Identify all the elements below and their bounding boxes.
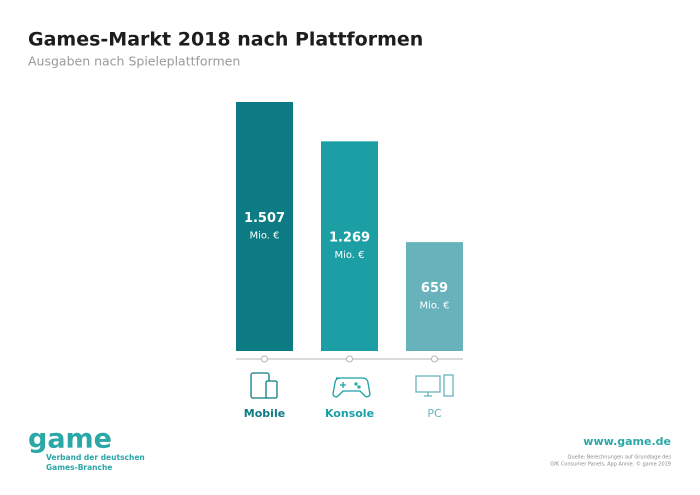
x-tick-label: PC (427, 407, 442, 420)
axis-dot (431, 355, 438, 363)
bar (406, 242, 463, 351)
bar (321, 141, 378, 351)
chart-subtitle: Ausgaben nach Spieleplattformen (28, 54, 240, 69)
console-icon (332, 377, 371, 398)
website: www.game.de (583, 435, 671, 448)
value-label: 1.269 (329, 231, 370, 246)
source: GfK Consumer Panels, App Annie. © game 2… (550, 461, 671, 468)
axis-dot (261, 355, 268, 363)
source: Quelle: Berechnungen auf Grundlage des (568, 455, 672, 461)
pc-icon (415, 374, 454, 397)
unit-label: Mio. € (334, 250, 364, 261)
bar (236, 102, 293, 351)
axis-dot (346, 355, 353, 363)
tagline: Games-Branche (46, 463, 112, 472)
x-tick-label: Mobile (244, 407, 285, 420)
value-label: 659 (421, 281, 448, 296)
value-label: 1.507 (244, 211, 285, 226)
chart-title: Games-Markt 2018 nach Plattformen (28, 29, 423, 51)
logo: game (28, 424, 112, 455)
unit-label: Mio. € (419, 301, 449, 312)
mobile-icon (250, 372, 278, 399)
tagline: Verband der deutschen (46, 453, 145, 462)
x-tick-label: Konsole (325, 407, 374, 420)
unit-label: Mio. € (249, 231, 279, 242)
